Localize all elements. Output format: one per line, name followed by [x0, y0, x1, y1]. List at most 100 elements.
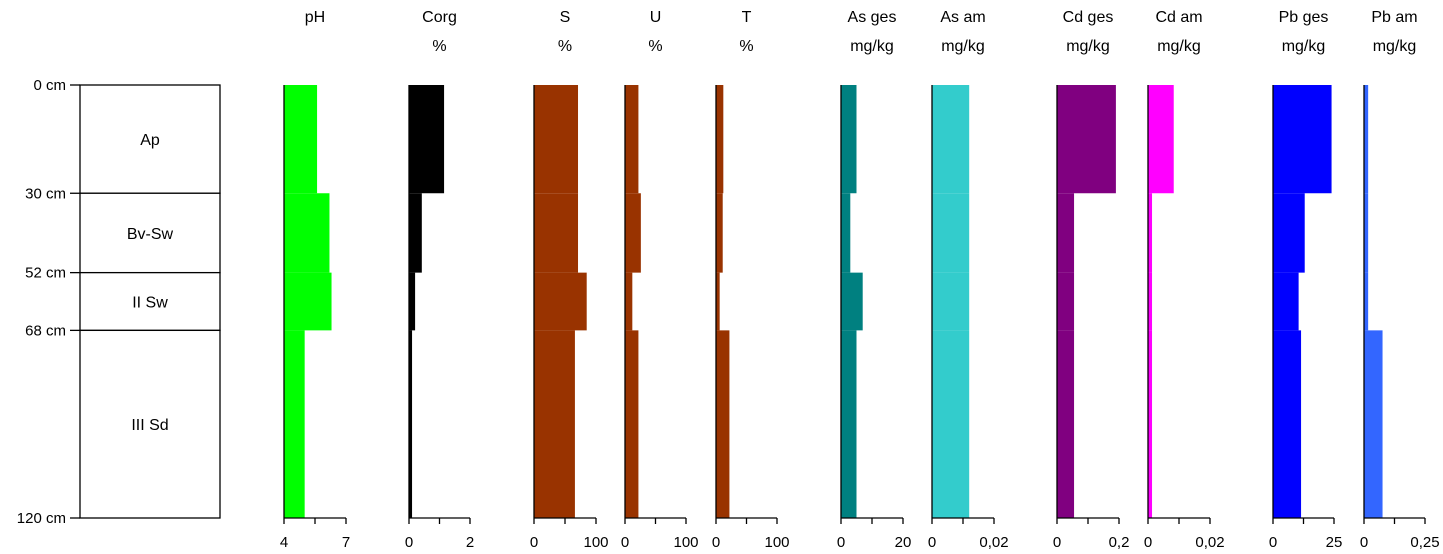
bar-10-3 — [1364, 330, 1383, 518]
bar-5-0 — [841, 85, 857, 194]
x-tick-label-8-0: 0 — [1144, 534, 1152, 551]
bar-1-0 — [409, 85, 445, 194]
x-tick-label-6-2: 0,02 — [979, 534, 1008, 551]
bar-9-0 — [1273, 85, 1332, 194]
horizon-box-3 — [79, 329, 221, 519]
horizon-box-0 — [79, 84, 221, 194]
x-tick-label-4-0: 0 — [712, 534, 720, 551]
series-unit-10: mg/kg — [1373, 38, 1417, 55]
series-title-6: As am — [940, 9, 985, 26]
bar-9-2 — [1273, 272, 1299, 331]
bar-2-1 — [534, 193, 579, 273]
horizon-label-0: Ap — [140, 132, 160, 149]
series-unit-4: % — [739, 38, 753, 55]
x-tick-label-7-2: 0,2 — [1109, 534, 1130, 551]
x-tick-label-9-0: 0 — [1269, 534, 1277, 551]
bar-6-0 — [932, 85, 970, 194]
series-title-4: T — [742, 9, 752, 26]
bar-4-2 — [716, 272, 720, 331]
bar-1-2 — [409, 272, 416, 331]
bar-10-2 — [1364, 272, 1369, 331]
x-tick-label-1-0: 0 — [405, 534, 413, 551]
series-title-3: U — [650, 9, 662, 26]
x-tick-label-0-2: 7 — [342, 534, 350, 551]
horizon-box-1 — [79, 192, 221, 274]
bar-1-3 — [409, 330, 413, 518]
series-title-8: Cd am — [1155, 9, 1202, 26]
bar-8-2 — [1148, 272, 1153, 331]
x-tick-label-10-2: 0,25 — [1410, 534, 1439, 551]
bar-8-0 — [1148, 85, 1174, 194]
series-title-1: Corg — [422, 9, 457, 26]
horizon-box-2 — [79, 271, 221, 332]
x-tick-label-3-2: 100 — [673, 534, 698, 551]
bar-10-1 — [1364, 193, 1369, 273]
bar-8-3 — [1148, 330, 1153, 518]
bar-0-3 — [284, 330, 305, 518]
horizon-label-1: Bv-Sw — [127, 226, 174, 243]
bar-3-1 — [625, 193, 641, 273]
x-tick-label-5-2: 20 — [895, 534, 912, 551]
series-title-7: Cd ges — [1063, 9, 1114, 26]
bar-0-2 — [284, 272, 332, 331]
depth-label-4: 120 cm — [17, 510, 66, 527]
bar-7-1 — [1057, 193, 1075, 273]
series-title-9: Pb ges — [1279, 9, 1329, 26]
bar-5-1 — [841, 193, 851, 273]
bar-9-3 — [1273, 330, 1302, 518]
x-tick-label-1-2: 2 — [466, 534, 474, 551]
series-unit-7: mg/kg — [1066, 38, 1110, 55]
bar-7-2 — [1057, 272, 1075, 331]
x-tick-label-3-0: 0 — [621, 534, 629, 551]
x-tick-label-2-0: 0 — [530, 534, 538, 551]
bar-1-1 — [409, 193, 422, 273]
bar-3-3 — [625, 330, 639, 518]
x-tick-label-2-2: 100 — [583, 534, 608, 551]
bar-5-3 — [841, 330, 857, 518]
x-tick-label-6-0: 0 — [928, 534, 936, 551]
bar-5-2 — [841, 272, 863, 331]
x-tick-label-5-0: 0 — [837, 534, 845, 551]
series-title-10: Pb am — [1371, 9, 1417, 26]
depth-label-2: 52 cm — [25, 265, 66, 282]
bar-0-0 — [284, 85, 318, 194]
bar-8-1 — [1148, 193, 1153, 273]
series-unit-6: mg/kg — [941, 38, 985, 55]
series-unit-1: % — [432, 38, 446, 55]
x-tick-label-4-2: 100 — [764, 534, 789, 551]
bar-6-3 — [932, 330, 970, 518]
series-title-5: As ges — [848, 9, 897, 26]
bar-2-3 — [534, 330, 575, 518]
bar-7-0 — [1057, 85, 1116, 194]
bar-4-0 — [716, 85, 724, 194]
bar-4-1 — [716, 193, 723, 273]
x-tick-label-7-0: 0 — [1053, 534, 1061, 551]
bar-2-2 — [534, 272, 587, 331]
bar-10-0 — [1364, 85, 1369, 194]
horizon-label-3: III Sd — [131, 417, 168, 434]
series-title-2: S — [560, 9, 571, 26]
series-unit-8: mg/kg — [1157, 38, 1201, 55]
series-title-0: pH — [305, 9, 325, 26]
depth-label-1: 30 cm — [25, 185, 66, 202]
x-tick-label-9-2: 25 — [1326, 534, 1343, 551]
series-unit-9: mg/kg — [1282, 38, 1326, 55]
series-unit-3: % — [648, 38, 662, 55]
series-unit-2: % — [558, 38, 572, 55]
bar-0-1 — [284, 193, 330, 273]
bar-6-1 — [932, 193, 970, 273]
bar-3-0 — [625, 85, 639, 194]
bar-9-1 — [1273, 193, 1305, 273]
bar-6-2 — [932, 272, 970, 331]
x-tick-label-8-2: 0,02 — [1195, 534, 1224, 551]
series-unit-5: mg/kg — [850, 38, 894, 55]
x-tick-label-0-0: 4 — [280, 534, 288, 551]
bar-3-2 — [625, 272, 633, 331]
depth-label-0: 0 cm — [33, 77, 66, 94]
bar-4-3 — [716, 330, 730, 518]
x-tick-label-10-0: 0 — [1360, 534, 1368, 551]
horizon-label-2: II Sw — [132, 295, 168, 312]
depth-label-3: 68 cm — [25, 322, 66, 339]
